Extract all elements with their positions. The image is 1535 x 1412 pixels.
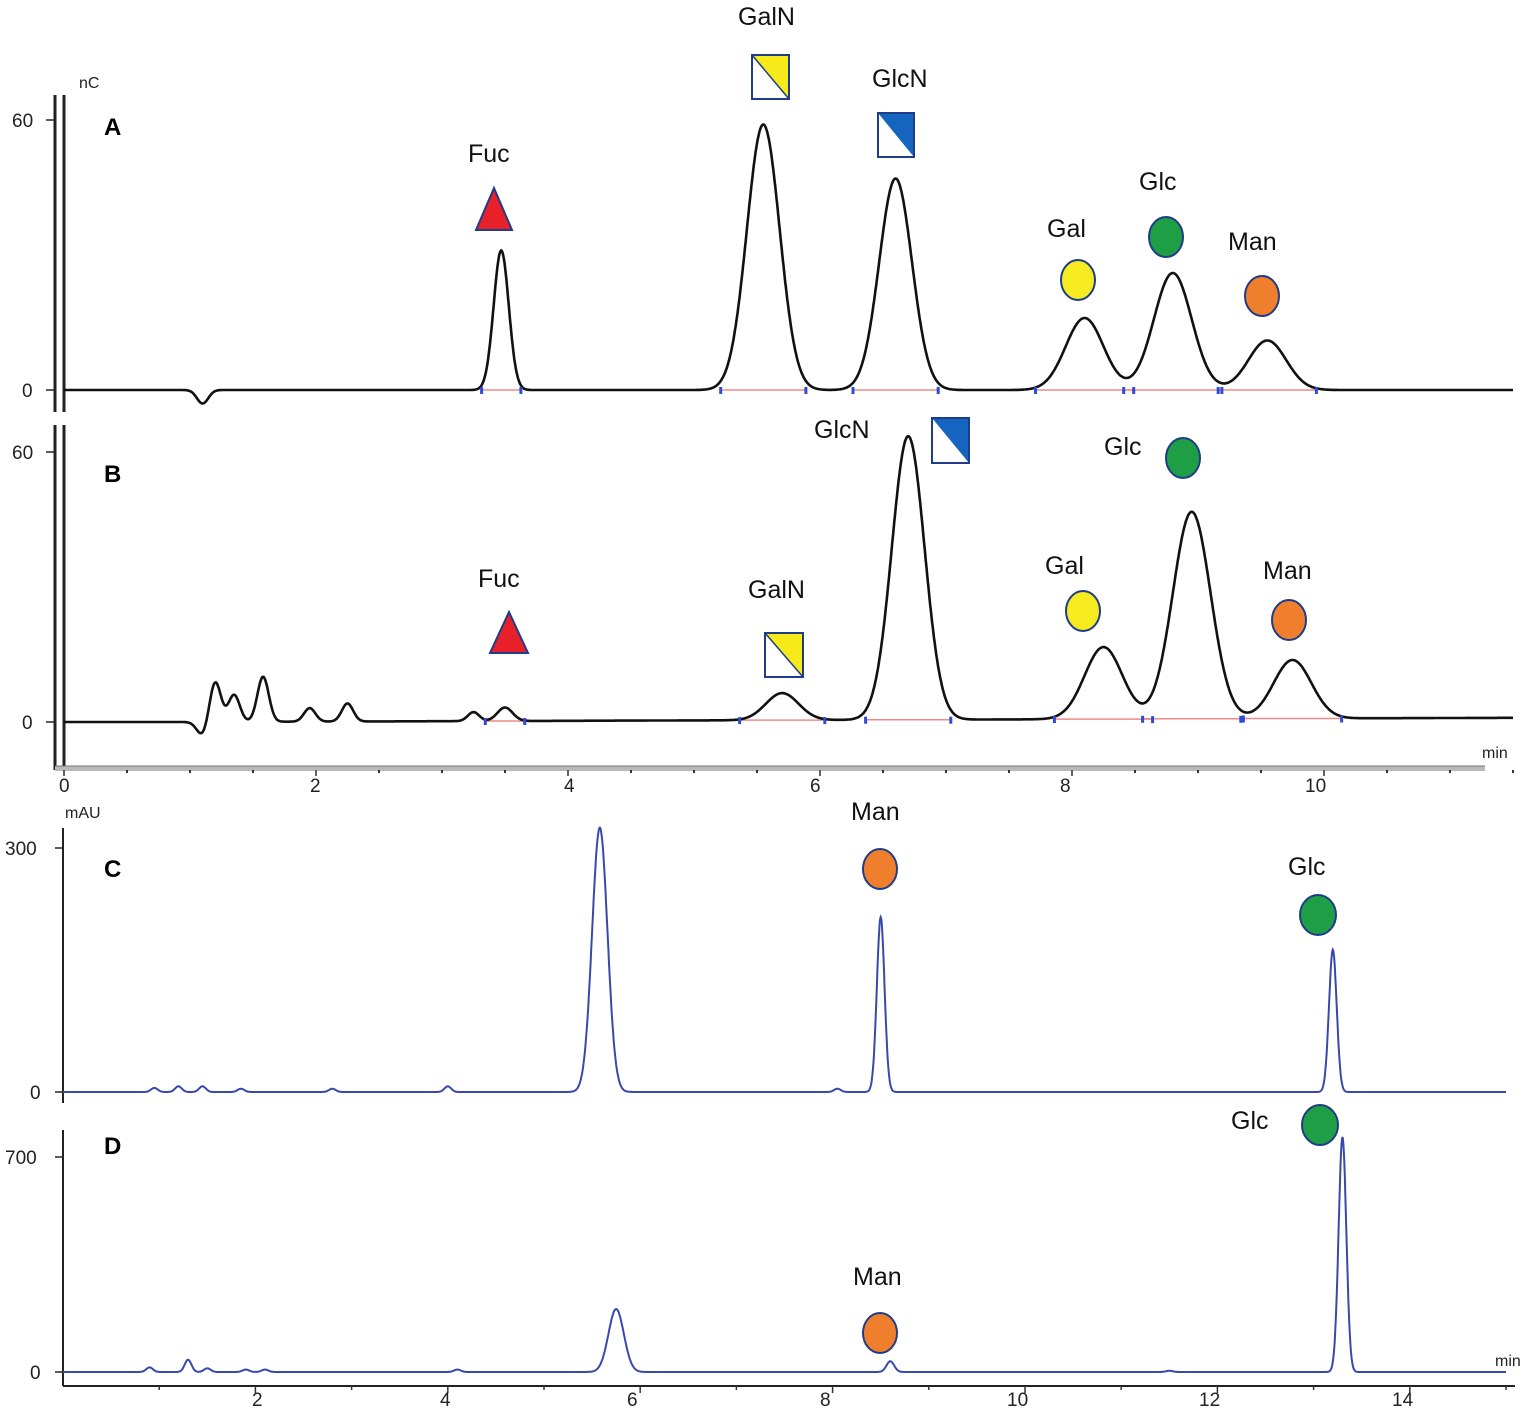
y-unit-a: nC xyxy=(79,75,99,92)
x-tick-label-b-6: 6 xyxy=(810,776,821,797)
integration-markers xyxy=(480,387,1344,725)
glcn-square-icon xyxy=(877,112,915,158)
axes-cd xyxy=(55,828,1515,1393)
trace-b xyxy=(64,434,1513,735)
x-tick-label-b-10: 10 xyxy=(1305,776,1326,797)
peak-label-a-glc: Glc xyxy=(1139,168,1177,196)
man-circle-icon xyxy=(862,848,898,890)
gal-circle-icon xyxy=(1060,259,1096,301)
x-tick-label-b-4: 4 xyxy=(564,776,575,797)
panel-label-b: B xyxy=(104,461,121,488)
y-tick-label-d-0: 0 xyxy=(30,1363,41,1384)
fucose-triangle-icon xyxy=(488,609,530,654)
y-tick-label-b-60: 60 xyxy=(12,443,33,464)
peak-label-b-fuc: Fuc xyxy=(478,565,520,593)
x-tick-label-d-2: 2 xyxy=(252,1390,263,1411)
x-tick-label-d-6: 6 xyxy=(627,1390,638,1411)
man-circle-icon xyxy=(1244,275,1280,317)
y-tick-label-d-700: 700 xyxy=(5,1148,37,1169)
x-unit-d: min xyxy=(1495,1353,1521,1370)
galn-square-icon xyxy=(764,632,804,678)
y-tick-label-c-300: 300 xyxy=(5,839,37,860)
peak-label-a-fuc: Fuc xyxy=(468,140,510,168)
trace-c xyxy=(63,826,1506,1093)
x-ticks-d xyxy=(158,1386,1507,1393)
fucose-triangle-icon xyxy=(474,185,514,231)
glc-circle-icon xyxy=(1165,437,1201,479)
x-unit-b: min xyxy=(1482,745,1508,762)
y-tick-label-b-0: 0 xyxy=(22,713,33,734)
peak-label-b-man: Man xyxy=(1263,557,1312,585)
man-circle-icon xyxy=(1271,599,1307,641)
y-tick-label-c-0: 0 xyxy=(30,1083,41,1104)
y-unit-c: mAU xyxy=(65,805,101,822)
gal-circle-icon xyxy=(1065,590,1101,632)
glc-circle-icon xyxy=(1148,216,1184,258)
x-tick-label-d-8: 8 xyxy=(820,1390,831,1411)
peak-label-b-galn: GalN xyxy=(748,576,805,604)
trace-a xyxy=(64,123,1513,405)
peak-label-a-galn: GalN xyxy=(738,3,795,31)
panel-label-c: C xyxy=(104,856,121,883)
peak-label-d-glc: Glc xyxy=(1231,1107,1269,1135)
x-tick-label-d-4: 4 xyxy=(440,1390,451,1411)
peak-label-a-man: Man xyxy=(1228,228,1277,256)
x-tick-label-d-12: 12 xyxy=(1199,1390,1220,1411)
x-tick-label-b-2: 2 xyxy=(310,776,321,797)
chromatogram-traces xyxy=(63,123,1513,1373)
galn-square-icon xyxy=(751,54,790,100)
glc-circle-icon xyxy=(1299,894,1337,936)
peak-label-c-man: Man xyxy=(851,798,900,826)
peak-label-b-glc: Glc xyxy=(1104,433,1142,461)
peak-label-a-gal: Gal xyxy=(1047,215,1086,243)
sugar-symbols xyxy=(474,54,1339,1354)
peak-labels: Fuc GalN GlcN Gal Glc Man Fuc GalN GlcN … xyxy=(468,3,1326,1291)
x-axis-b-band xyxy=(55,766,1485,771)
x-tick-label-d-10: 10 xyxy=(1007,1390,1028,1411)
man-circle-icon xyxy=(862,1312,898,1354)
glcn-square-icon xyxy=(931,417,970,464)
peak-label-c-glc: Glc xyxy=(1288,853,1326,881)
panel-label-d: D xyxy=(104,1133,121,1160)
peak-label-b-gal: Gal xyxy=(1045,552,1084,580)
x-minor-ticks-b xyxy=(63,770,1514,776)
integration-baselines xyxy=(481,389,1342,722)
y-tick-label-a-0: 0 xyxy=(22,381,33,402)
y-tick-label-a-60: 60 xyxy=(12,111,33,132)
peak-label-d-man: Man xyxy=(853,1263,902,1291)
glc-circle-icon xyxy=(1301,1104,1339,1146)
axes-ab xyxy=(46,95,1514,776)
peak-label-a-glcn: GlcN xyxy=(872,65,928,93)
x-tick-label-d-14: 14 xyxy=(1392,1390,1414,1411)
x-tick-label-b-8: 8 xyxy=(1060,776,1071,797)
trace-d xyxy=(63,1136,1506,1373)
panel-label-a: A xyxy=(104,114,121,141)
peak-label-b-glcn: GlcN xyxy=(814,416,870,444)
x-tick-label-b-0: 0 xyxy=(59,776,70,797)
